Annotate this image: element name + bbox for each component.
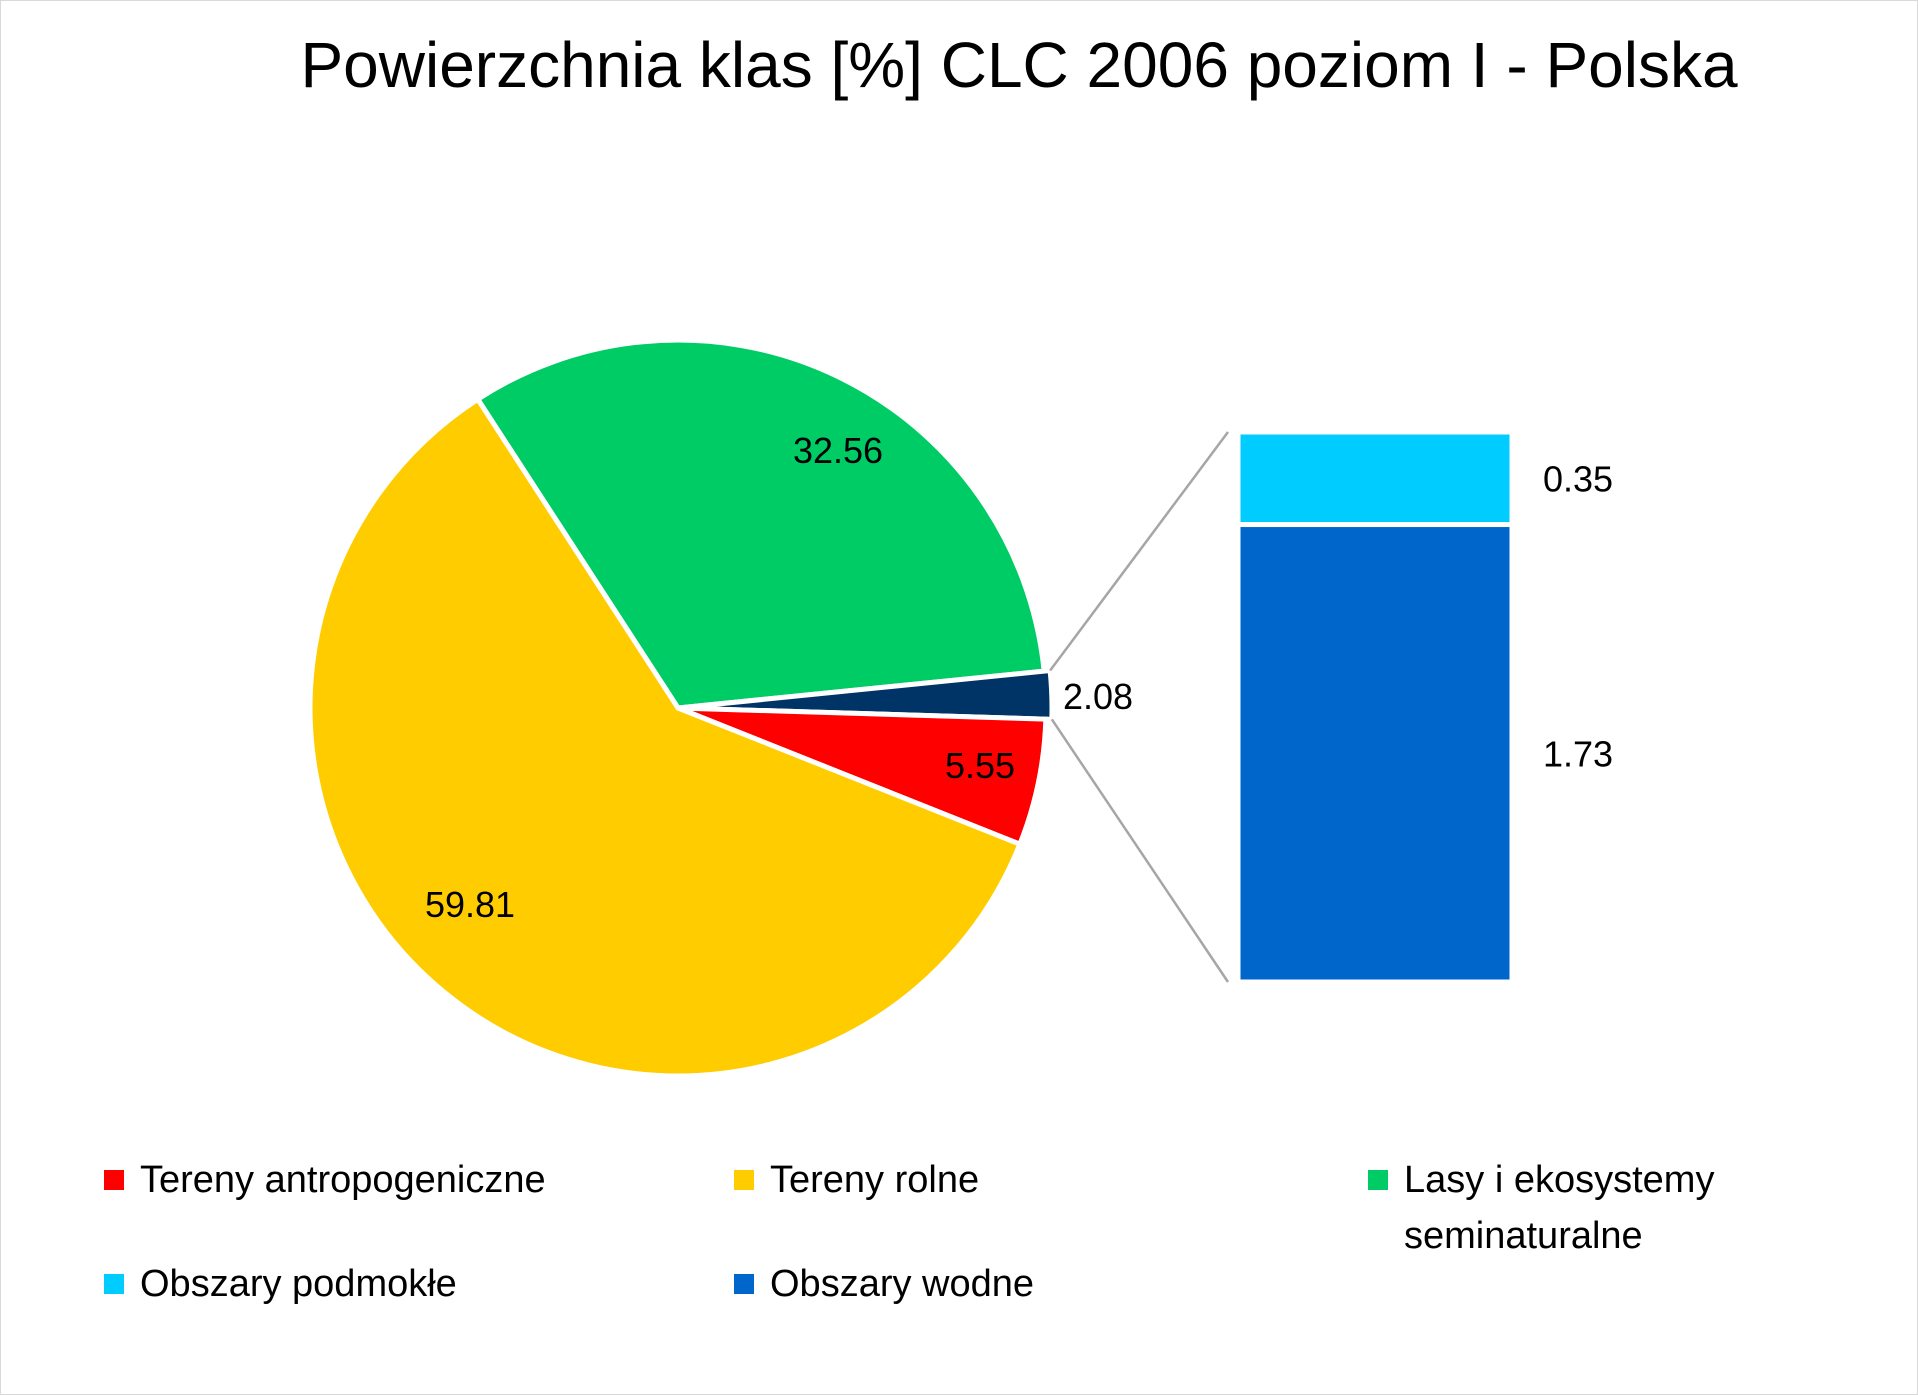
chart-title: Powierzchnia klas [%] CLC 2006 poziom I … xyxy=(300,29,1738,101)
connector-line xyxy=(1049,431,1230,672)
connector-line xyxy=(1050,718,1230,983)
pie-data-label: 2.08 xyxy=(1063,676,1133,717)
bar-data-label: 0.35 xyxy=(1543,458,1613,499)
pie-slice xyxy=(307,395,1024,1079)
pie-data-label: 59.81 xyxy=(425,884,515,925)
bar-segment xyxy=(1235,522,1515,985)
pie-slice xyxy=(677,667,1055,722)
bar-segment xyxy=(1235,429,1515,528)
pie-data-label: 5.55 xyxy=(945,745,1015,786)
pie-data-label: 32.56 xyxy=(793,430,883,471)
bar-data-label: 1.73 xyxy=(1543,733,1613,774)
